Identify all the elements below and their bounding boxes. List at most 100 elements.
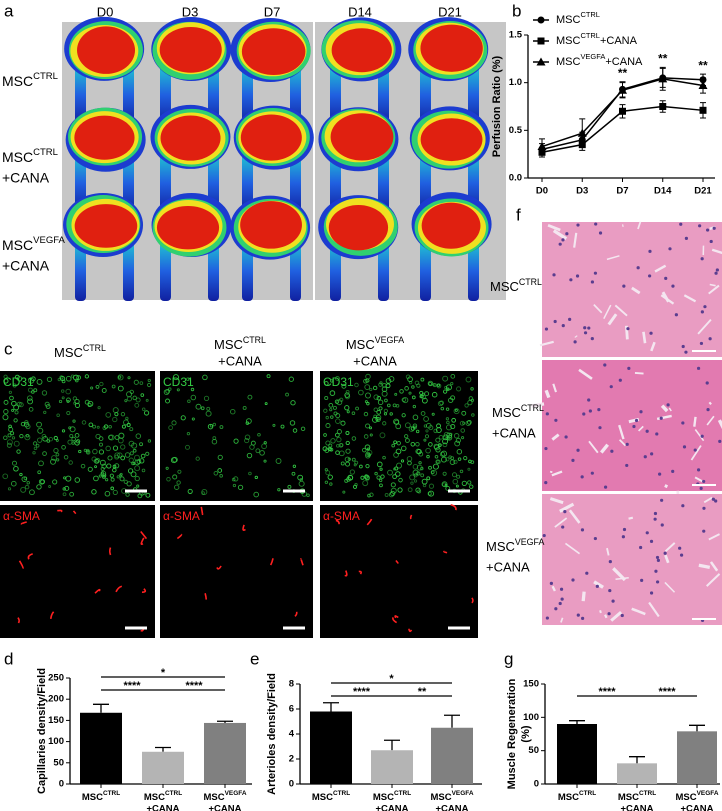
nucleus: [545, 412, 549, 416]
vessel-signal: [300, 426, 306, 432]
nucleus: [660, 523, 664, 527]
vessel-signal: [394, 466, 399, 471]
y-tick-label: 200: [48, 694, 64, 705]
vessel-signal: [72, 419, 76, 423]
vessel-signal: [65, 388, 71, 395]
nucleus: [645, 429, 649, 433]
vessel-signal: [69, 426, 76, 433]
panel-letter: f: [516, 205, 521, 224]
nucleus: [711, 497, 715, 501]
bar: [80, 712, 122, 784]
vessel-signal: [431, 391, 438, 398]
vessel-signal: [140, 531, 148, 540]
error-bar: [569, 720, 585, 724]
perfusion-blob: [160, 115, 221, 161]
vessel-signal: [340, 461, 345, 466]
vessel-signal: [432, 463, 439, 470]
fiber-boundary: [560, 617, 564, 623]
vessel-signal: [253, 491, 259, 498]
x-tick-label: MSCVEGFA: [676, 790, 719, 802]
vessel-signal: [219, 425, 224, 429]
vessel-signal: [378, 382, 383, 387]
leg: [160, 241, 171, 301]
superscript: VEGFA: [225, 790, 247, 797]
y-axis-label: Capillaries density/Field: [36, 668, 48, 794]
vessel-signal: [442, 438, 449, 445]
vessel-signal: [37, 427, 44, 434]
vessel-signal: [446, 420, 450, 425]
vessel-signal: [402, 397, 409, 404]
nucleus: [682, 445, 687, 449]
vessel-signal: [450, 424, 456, 430]
vessel-signal: [360, 475, 365, 480]
nucleus: [571, 578, 575, 582]
vessel-signal: [165, 389, 170, 394]
vessel-signal: [462, 421, 466, 425]
fiber-boundary: [631, 607, 646, 616]
vessel-signal: [364, 474, 369, 479]
vessel-signal: [19, 472, 23, 477]
vessel-signal: [107, 455, 113, 461]
fiber-boundary: [606, 255, 620, 261]
y-axis-label: Perfusion Ratio (%): [491, 55, 503, 157]
x-tick-label: MSCCTRL: [373, 790, 411, 802]
vessel-signal: [409, 380, 413, 385]
vessel-signal: [280, 424, 285, 429]
vessel-signal: [409, 474, 416, 481]
fiber-boundary: [697, 318, 712, 335]
vessel-signal: [470, 398, 475, 402]
vessel-signal: [133, 379, 139, 385]
vessel-signal: [434, 455, 439, 459]
perfusion-blob: [159, 26, 222, 73]
nucleus: [560, 597, 564, 601]
y-tick-label: 1.5: [509, 30, 523, 41]
nucleus: [643, 455, 647, 459]
x-tick-label: D0: [536, 186, 548, 197]
marker: [699, 106, 707, 114]
vessel-signal: [376, 475, 381, 480]
vessel-signal: [412, 414, 419, 421]
vessel-signal: [216, 565, 222, 570]
vessel-signal: [351, 411, 356, 415]
y-tick-label: 0.5: [509, 125, 523, 136]
vessel-signal: [442, 442, 448, 448]
superscript: CTRL: [394, 790, 411, 797]
vessel-signal: [72, 510, 77, 515]
superscript: CTRL: [639, 790, 656, 797]
vessel-signal: [242, 405, 247, 410]
fiber-boundary: [539, 340, 554, 347]
column-label: D3: [182, 4, 199, 19]
vessel-signal: [19, 433, 24, 439]
nucleus: [708, 337, 712, 341]
vessel-signal: [10, 431, 15, 436]
vessel-signal: [42, 451, 47, 456]
text-part: MSC: [556, 35, 581, 47]
vessel-signal: [68, 460, 73, 465]
vessel-signal: [345, 389, 350, 394]
vessel-signal: [33, 388, 38, 393]
vessel-signal: [423, 416, 429, 422]
vessel-signal: [37, 470, 42, 475]
vessel-signal: [352, 484, 358, 489]
vessel-signal: [108, 424, 112, 429]
fiber-boundary: [599, 610, 602, 614]
vessel-signal: [12, 383, 17, 388]
perfusion-blob: [241, 28, 306, 76]
vessel-signal: [100, 471, 104, 475]
fiber-boundary: [654, 264, 667, 273]
vessel-signal: [74, 398, 80, 405]
annotation: **: [658, 52, 668, 66]
vessel-signal: [108, 434, 115, 441]
vessel-signal: [400, 445, 407, 452]
significance-label: *: [161, 667, 166, 679]
significance-label: ****: [353, 686, 371, 698]
vessel-signal: [114, 452, 121, 459]
vessel-signal: [257, 432, 261, 437]
vessel-signal: [395, 471, 401, 477]
vessel-signal: [349, 469, 355, 475]
stain-label: CD31: [163, 375, 194, 389]
vessel-signal: [8, 390, 12, 394]
vessel-signal: [129, 451, 134, 456]
nucleus: [660, 498, 664, 502]
vessel-signal: [406, 456, 413, 462]
